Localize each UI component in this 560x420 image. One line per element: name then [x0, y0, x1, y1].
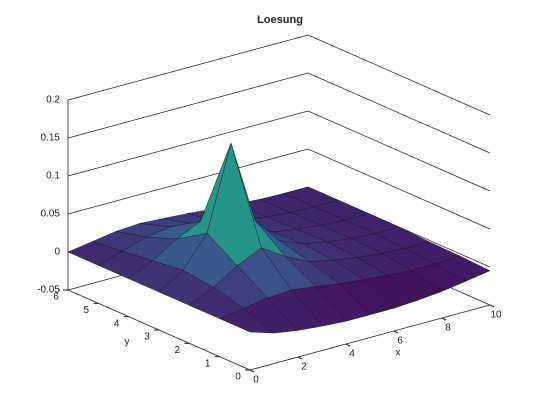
x-tick-label: 2 [301, 362, 307, 373]
surface-patch [219, 308, 275, 334]
y-tick-label: 3 [144, 332, 150, 343]
z-tick-label: 0.05 [41, 209, 61, 220]
z-tick-label: 0.1 [46, 171, 60, 182]
x-tick [489, 304, 495, 308]
y-tick-label: 6 [53, 292, 59, 303]
chart-title: Loesung [257, 14, 303, 26]
grid-line [67, 34, 491, 116]
y-tick-label: 2 [175, 345, 181, 356]
x-tick [393, 330, 399, 334]
x-tick [249, 369, 255, 373]
z-tick-label: -0.05 [37, 285, 60, 296]
y-axis-label: y [125, 337, 130, 348]
grid-line [67, 110, 491, 192]
x-tick-label: 0 [253, 375, 259, 386]
z-tick-label: 0.2 [46, 95, 60, 106]
y-tick-label: 0 [235, 372, 241, 383]
x-tick [441, 317, 447, 321]
y-tick-label: 1 [205, 358, 211, 369]
x-tick [297, 356, 303, 360]
x-axis-label: x [396, 348, 401, 359]
grid-line [67, 72, 491, 154]
x-tick-label: 8 [445, 323, 451, 334]
grid-line [67, 148, 491, 230]
y-tick-label: 5 [84, 305, 90, 316]
y-tick-label: 4 [114, 318, 120, 329]
x-tick-label: 4 [349, 349, 355, 360]
axis-edge [249, 304, 491, 371]
z-tick-label: 0.15 [41, 133, 61, 144]
x-tick-label: 6 [397, 336, 403, 347]
x-tick [345, 343, 351, 347]
x-tick-label: 10 [490, 310, 502, 321]
z-tick-label: 0 [54, 247, 60, 258]
